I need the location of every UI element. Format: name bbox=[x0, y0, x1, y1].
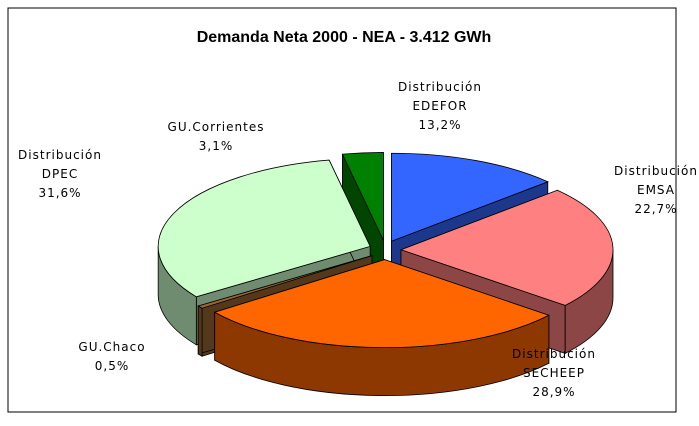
slice-outer-side bbox=[197, 305, 203, 357]
slice-category-label: GU.Corrientes bbox=[167, 120, 265, 134]
slice-label: GU.Corrientes 3,1% bbox=[160, 118, 272, 156]
slice-value-label: 0,5% bbox=[94, 359, 130, 373]
slice bbox=[341, 152, 384, 289]
slice-value-label: 28,9% bbox=[532, 385, 576, 399]
slice-category-label: Distribución DPEC bbox=[18, 148, 102, 181]
slice-value-label: 3,1% bbox=[198, 139, 234, 153]
slice-label: Distribución DPEC 31,6% bbox=[4, 146, 116, 203]
slice bbox=[213, 259, 550, 396]
slice-label: Distribución SECHEEP 28,9% bbox=[498, 345, 610, 402]
pie bbox=[157, 152, 614, 396]
slice-label: Distribución EDEFOR 13,2% bbox=[384, 78, 496, 135]
slice-label: GU.Chaco 0,5% bbox=[56, 338, 168, 376]
slice-top bbox=[341, 152, 384, 241]
slice-value-label: 31,6% bbox=[38, 186, 82, 200]
slice-category-label: Distribución SECHEEP bbox=[512, 347, 596, 380]
slice-category-label: Distribución EMSA bbox=[614, 164, 698, 197]
slice-top bbox=[391, 152, 549, 242]
slice-top bbox=[399, 189, 614, 306]
slice-category-label: Distribución EDEFOR bbox=[398, 80, 482, 113]
slice-top bbox=[197, 255, 373, 309]
slice-top bbox=[213, 259, 550, 348]
slice-label: Distribución EMSA 22,7% bbox=[600, 162, 699, 219]
slice-value-label: 13,2% bbox=[418, 118, 462, 132]
chart-title: Demanda Neta 2000 - NEA - 3.412 GWh bbox=[197, 29, 492, 46]
slice-value-label: 22,7% bbox=[634, 202, 678, 216]
slice-top bbox=[157, 159, 371, 298]
slice-category-label: GU.Chaco bbox=[78, 340, 146, 354]
